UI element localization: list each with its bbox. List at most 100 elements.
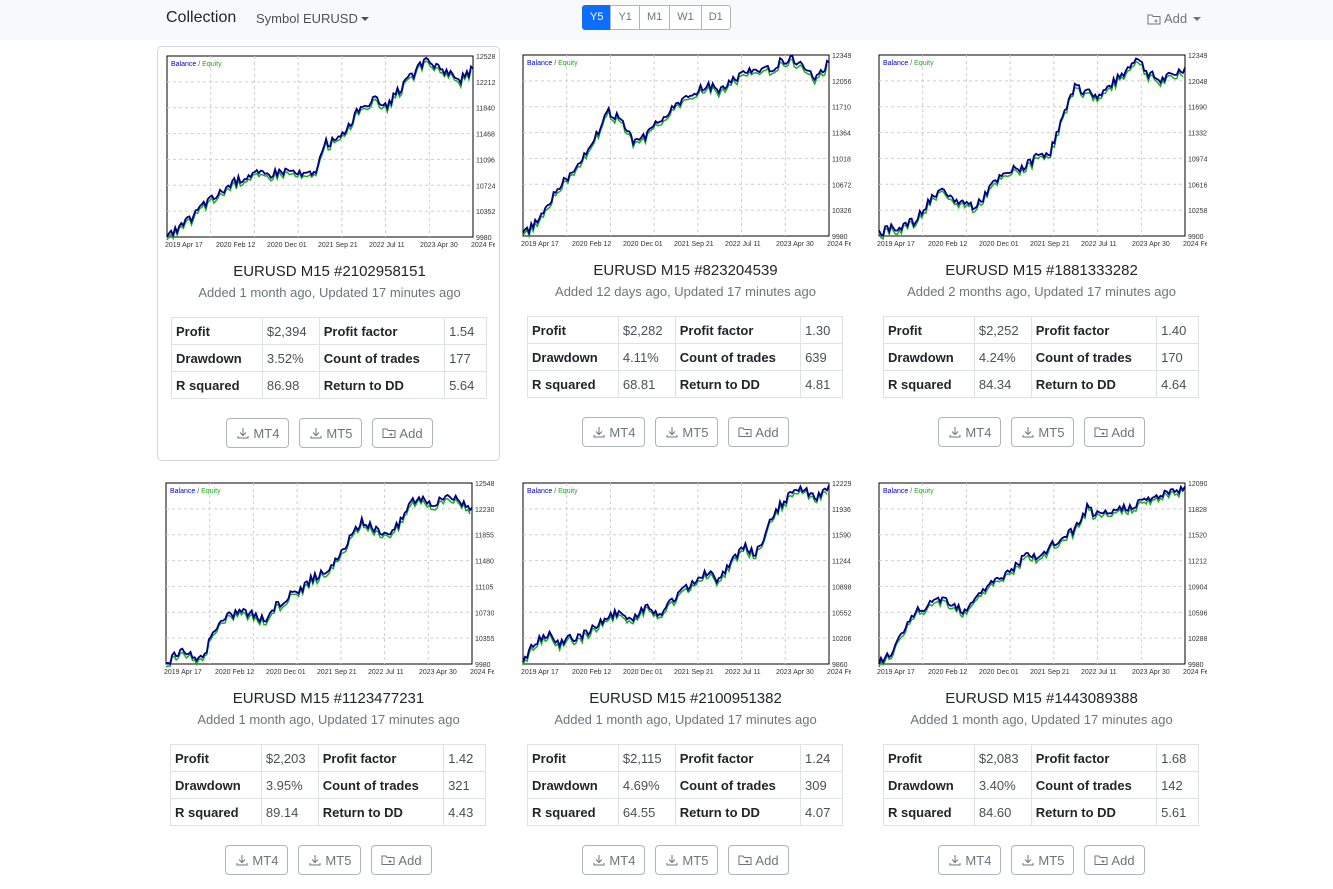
- add-button[interactable]: Add: [371, 845, 432, 875]
- profit-factor-label: Profit factor: [318, 317, 446, 345]
- count-of-trades-label: Count of trades: [674, 771, 802, 799]
- mt4-button[interactable]: MT4: [938, 417, 1002, 447]
- r-squared-value: 84.34: [973, 370, 1032, 398]
- balance-line: [878, 484, 1186, 665]
- x-tick-label: 2024 Feb 18: [1183, 669, 1207, 676]
- strategy-card[interactable]: 12548 12230 11855 11480 11105 10730 10355 9980 2…: [157, 474, 500, 889]
- chevron-down-icon: [1193, 16, 1202, 21]
- navbar: Collection Symbol EURUSD Y5 Y1 M1 W1 D1 …: [0, 0, 1333, 40]
- folder-plus-icon: [1094, 855, 1108, 865]
- timeframe-y1-button[interactable]: Y1: [610, 5, 640, 30]
- mt4-button[interactable]: MT4: [226, 418, 290, 448]
- brand-title[interactable]: Collection: [166, 9, 237, 26]
- strategy-title[interactable]: EURUSD M15 #1443089388: [945, 690, 1138, 707]
- profit-label: Profit: [171, 317, 263, 345]
- strategy-updated: Added 1 month ago, Updated 17 minutes ag…: [910, 712, 1173, 727]
- y-tick-label: 10288: [1188, 636, 1207, 643]
- return-to-dd-label: Return to DD: [674, 370, 802, 398]
- stats-row: R squared 84.60 Return to DD 5.61: [883, 798, 1199, 826]
- x-tick-label: 2023 Apr 30: [419, 669, 457, 676]
- stats-row: Drawdown 3.52% Count of trades 177: [171, 344, 487, 372]
- add-button[interactable]: Add: [372, 418, 433, 448]
- equity-line: [165, 497, 471, 668]
- add-button[interactable]: Add: [1084, 417, 1145, 447]
- profit-value: $2,083: [973, 744, 1032, 772]
- strategy-title[interactable]: EURUSD M15 #2100951382: [589, 690, 782, 707]
- x-tick-label: 2020 Dec 01: [979, 241, 1019, 248]
- stats-row: Profit $2,394 Profit factor 1.54: [171, 317, 487, 345]
- strategy-title[interactable]: EURUSD M15 #1123477231: [232, 690, 425, 707]
- balance-line: [165, 493, 473, 666]
- strategy-title[interactable]: EURUSD M15 #2102958151: [233, 263, 426, 280]
- strategy-card[interactable]: 12090 11828 11520 11212 10904 10596 10288 9980 2…: [870, 474, 1213, 889]
- y-tick-label: 10326: [832, 208, 851, 215]
- stats-row: Drawdown 4.24% Count of trades 170: [883, 343, 1199, 371]
- x-tick-label: 2021 Sep 21: [1030, 241, 1070, 248]
- timeframe-d1-button[interactable]: D1: [700, 5, 731, 30]
- mt5-button[interactable]: MT5: [655, 417, 719, 447]
- card-actions: MT4 MT5 Add: [870, 845, 1213, 875]
- stats-row: Profit $2,282 Profit factor 1.30: [527, 316, 843, 344]
- strategy-card[interactable]: 12229 11936 11590 11244 10898 10552 10206 9860 2…: [514, 474, 857, 889]
- strategy-updated: Added 12 days ago, Updated 17 minutes ag…: [555, 284, 816, 299]
- drawdown-label: Drawdown: [883, 343, 975, 371]
- download-icon: [236, 855, 248, 866]
- symbol-dropdown[interactable]: Symbol EURUSD: [256, 11, 369, 26]
- mt5-button[interactable]: MT5: [298, 845, 362, 875]
- x-tick-label: 2020 Dec 01: [623, 669, 663, 676]
- r-squared-label: R squared: [527, 370, 619, 398]
- count-of-trades-value: 309: [800, 771, 843, 799]
- count-of-trades-value: 639: [800, 343, 843, 371]
- stats-row: Drawdown 4.11% Count of trades 639: [527, 343, 843, 371]
- count-of-trades-value: 142: [1156, 771, 1199, 799]
- x-tick-label: 2022 Jul 11: [369, 242, 405, 249]
- mt4-button[interactable]: MT4: [225, 845, 289, 875]
- add-button-label: Add: [399, 425, 423, 441]
- mt4-button[interactable]: MT4: [582, 417, 646, 447]
- legend-equity: Equity: [914, 60, 934, 67]
- timeframe-w1-button[interactable]: W1: [669, 5, 702, 30]
- add-button[interactable]: Add: [728, 845, 789, 875]
- mt5-button-label: MT5: [1038, 424, 1065, 440]
- strategy-title[interactable]: EURUSD M15 #823204539: [593, 262, 778, 279]
- folder-plus-icon: [382, 428, 396, 438]
- nav-add-dropdown[interactable]: Add: [1147, 11, 1202, 26]
- strategy-card[interactable]: 12349 12056 11710 11364 11018 10672 10326 9980 2…: [514, 46, 857, 461]
- add-button[interactable]: Add: [728, 417, 789, 447]
- mt4-button-label: MT4: [252, 852, 279, 868]
- balance-equity-chart: 1234912056117101136411018106721032699802…: [521, 53, 851, 248]
- timeframe-m1-button[interactable]: M1: [638, 5, 671, 30]
- mt5-button[interactable]: MT5: [299, 418, 363, 448]
- legend-separator: /: [552, 488, 558, 495]
- mt5-button[interactable]: MT5: [1011, 845, 1075, 875]
- drawdown-value: 3.52%: [261, 344, 320, 372]
- y-tick-label: 11244: [832, 559, 851, 566]
- download-icon: [1022, 427, 1034, 438]
- y-tick-label: 11828: [1188, 507, 1207, 514]
- x-tick-label: 2020 Feb 12: [928, 669, 967, 676]
- r-squared-value: 89.14: [260, 798, 319, 826]
- strategy-card[interactable]: 12528 12212 11840 11468 11096 10724 10352 9980 2…: [157, 46, 500, 461]
- x-tick-label: 2020 Feb 12: [216, 242, 255, 249]
- y-tick-label: 9980: [1188, 662, 1204, 669]
- legend-separator: /: [195, 488, 201, 495]
- mt4-button[interactable]: MT4: [582, 845, 646, 875]
- balance-equity-chart: 1254812230118551148011105107301035599802…: [164, 481, 494, 676]
- legend-separator: /: [908, 60, 914, 67]
- mt4-button-label: MT4: [609, 424, 636, 440]
- nav-add-label: Add: [1164, 11, 1188, 26]
- x-tick-label: 2022 Jul 11: [368, 669, 404, 676]
- strategy-card[interactable]: 12349 12048 11690 11332 10974 10616 10258 9900 2…: [870, 46, 1213, 461]
- equity-line: [878, 486, 1184, 668]
- strategy-title[interactable]: EURUSD M15 #1881333282: [945, 262, 1138, 279]
- legend-equity: Equity: [914, 488, 934, 495]
- x-tick-label: 2023 Apr 30: [420, 242, 458, 249]
- mt4-button[interactable]: MT4: [938, 845, 1002, 875]
- y-tick-label: 11480: [475, 559, 494, 566]
- mt5-button[interactable]: MT5: [1011, 417, 1075, 447]
- add-button-label: Add: [755, 424, 779, 440]
- add-button[interactable]: Add: [1084, 845, 1145, 875]
- y-tick-label: 10904: [1188, 584, 1207, 591]
- timeframe-y5-button[interactable]: Y5: [582, 5, 612, 30]
- mt5-button[interactable]: MT5: [655, 845, 719, 875]
